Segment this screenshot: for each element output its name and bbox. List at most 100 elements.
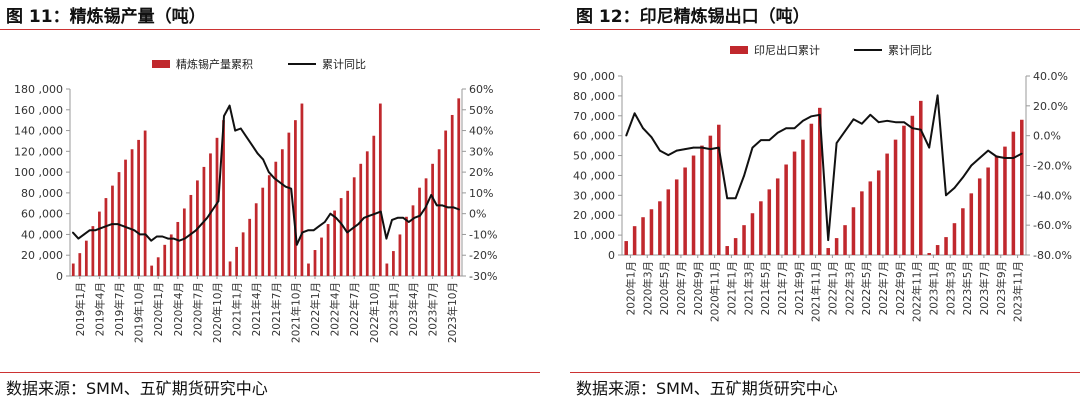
line-point <box>374 212 377 215</box>
line-point <box>256 152 259 155</box>
bar <box>725 246 729 255</box>
legend-bar-swatch <box>152 60 170 68</box>
bar <box>437 149 441 276</box>
x-tick-label: 2021年3月 <box>742 261 755 315</box>
y-right-tick-label: -20% <box>469 249 497 262</box>
line-point <box>385 237 388 240</box>
line-point <box>717 146 720 149</box>
line-point <box>793 127 796 130</box>
bar <box>280 149 284 276</box>
line-point <box>228 104 231 107</box>
x-tick-label: 2023年1月 <box>387 282 400 336</box>
bar <box>666 189 671 255</box>
y-left-tick-label: 0 <box>56 270 63 283</box>
bar <box>261 187 265 276</box>
y-right-tick-label: 40.0% <box>1033 70 1068 83</box>
bar <box>834 238 839 255</box>
x-tick-label: 2021年9月 <box>793 261 806 315</box>
line-point <box>709 148 712 150</box>
y-left-tick-label: 80 ,000 <box>21 187 63 200</box>
line-point <box>94 229 96 232</box>
bar <box>163 244 167 276</box>
line-point <box>452 206 455 209</box>
line-point <box>903 121 905 124</box>
bar <box>624 241 628 255</box>
source-rule <box>570 372 1080 373</box>
line-point <box>953 187 956 189</box>
line-point <box>835 142 838 144</box>
line-point <box>802 119 804 122</box>
y-right-tick-label: 50% <box>469 104 493 117</box>
line-point <box>402 217 405 219</box>
bar <box>700 145 704 255</box>
y-right-tick-label: 20.0% <box>1033 100 1068 113</box>
line-point <box>223 115 225 117</box>
bar <box>977 178 982 255</box>
line-point <box>268 171 270 173</box>
line-point <box>329 212 332 215</box>
y-right-tick-label: 10% <box>469 187 493 200</box>
x-tick-label: 2021年1月 <box>725 261 738 315</box>
x-tick-label: 2020年7月 <box>191 282 204 336</box>
line-point <box>307 229 309 232</box>
x-tick-label: 2020年1月 <box>624 261 637 315</box>
y-right-tick-label: 0.0% <box>1033 130 1061 143</box>
x-tick-label: 2020年9月 <box>692 261 705 315</box>
bar <box>189 194 193 276</box>
bar <box>411 205 415 276</box>
line-point <box>380 210 382 213</box>
bar <box>767 189 772 255</box>
bar <box>775 178 780 255</box>
bar <box>851 207 856 255</box>
line-point <box>818 113 821 116</box>
line-point <box>441 204 444 207</box>
bar <box>927 253 931 255</box>
line-point <box>200 223 203 225</box>
line-point <box>919 128 922 131</box>
bar <box>182 208 186 276</box>
line-point <box>633 112 636 115</box>
x-tick-label: 2022年7月 <box>348 282 361 336</box>
y-right-tick-label: 60% <box>469 83 493 96</box>
line-point <box>296 244 298 246</box>
y-left-tick-label: 160 ,000 <box>14 104 63 117</box>
bar <box>111 185 114 276</box>
line-point <box>827 239 830 241</box>
y-left-tick-label: 40 ,000 <box>21 228 63 241</box>
bar <box>717 124 721 255</box>
bar <box>307 263 310 276</box>
x-tick-label: 2020年11月 <box>709 261 722 322</box>
bar <box>359 163 363 276</box>
legend-label: 累计同比 <box>322 58 366 71</box>
y-right-tick-label: 20% <box>469 166 493 179</box>
y-right-tick-label: -10% <box>469 228 497 241</box>
bar <box>424 178 428 276</box>
bar <box>1003 146 1007 255</box>
bar <box>287 132 291 276</box>
bar <box>431 163 434 276</box>
bar <box>130 149 134 276</box>
line-point <box>324 221 326 223</box>
line-point <box>978 157 981 159</box>
line-point <box>886 119 888 122</box>
bar <box>733 238 738 255</box>
bar <box>759 201 763 255</box>
x-tick-label: 2020年1月 <box>152 282 165 336</box>
bar <box>274 161 278 276</box>
bar <box>809 123 814 255</box>
x-tick-label: 2022年1月 <box>309 282 322 336</box>
bar <box>228 261 232 276</box>
bar <box>84 240 88 276</box>
line-point <box>144 233 147 236</box>
bar <box>674 179 679 255</box>
bar <box>78 253 82 276</box>
x-tick-label: 2019年1月 <box>74 282 87 336</box>
line-point <box>88 229 91 232</box>
x-tick-label: 2021年10月 <box>289 282 302 343</box>
bar <box>254 203 258 276</box>
y-left-tick-label: 10 ,000 <box>573 229 615 242</box>
bar <box>919 100 923 255</box>
x-tick-label: 2022年4月 <box>329 282 342 336</box>
y-left-tick-label: 140 ,000 <box>14 125 63 138</box>
y-right-tick-label: -40.0% <box>1033 189 1072 202</box>
